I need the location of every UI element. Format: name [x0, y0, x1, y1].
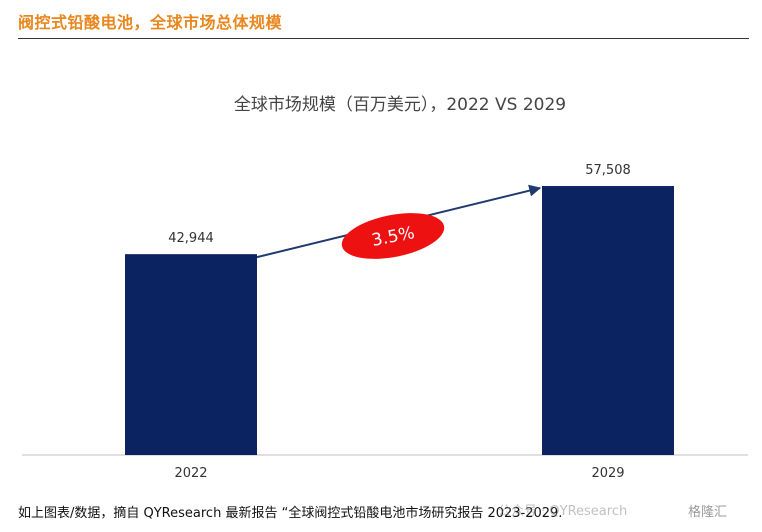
watermark: 公众号 · QYResearch: [498, 504, 628, 519]
chart-title: 全球市场规模（百万美元），2022 VS 2029: [234, 95, 566, 115]
title-divider: [18, 38, 749, 39]
bar-2029: [542, 186, 674, 456]
market-size-chart: 全球市场规模（百万美元），2022 VS 2029 42,944 2022 57,5…: [22, 95, 748, 481]
cagr-badge: [341, 213, 445, 259]
x-tick-label-2022: 2022: [174, 466, 207, 481]
source-caption: 如上图表/数据，摘自 QYResearch 最新报告 “全球阀控式铅酸电池市场研…: [18, 506, 563, 521]
bar-2022: [125, 254, 257, 455]
x-tick-label-2029: 2029: [591, 466, 624, 481]
gelonghui-logo: 格隆汇: [688, 505, 728, 520]
value-label-2022: 42,944: [168, 231, 214, 246]
value-label-2029: 57,508: [585, 163, 631, 178]
page-title: 阀控式铅酸电池，全球市场总体规模: [18, 13, 283, 32]
